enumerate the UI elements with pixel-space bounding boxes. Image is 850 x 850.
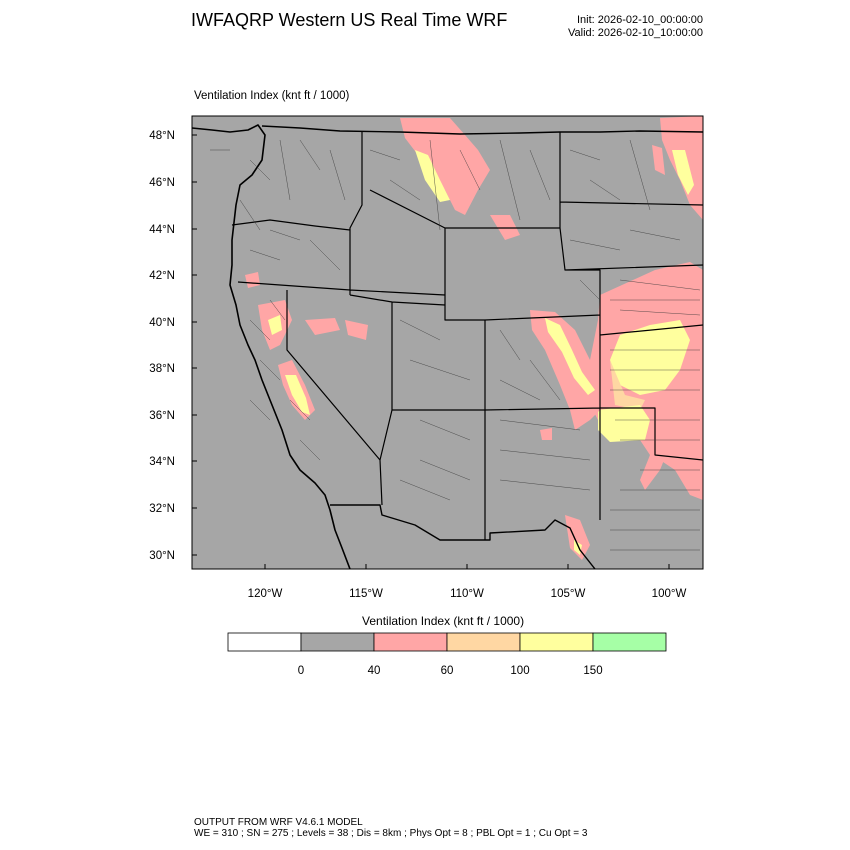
label-bar-tick: 40 xyxy=(368,665,381,677)
label-bar-box xyxy=(227,632,302,652)
axis-ticks xyxy=(192,134,670,569)
lat-label: 42°N xyxy=(149,270,175,282)
state-lines xyxy=(231,131,703,540)
lat-label: 44°N xyxy=(149,224,175,236)
lat-label: 46°N xyxy=(149,177,175,189)
footer-line-1: OUTPUT FROM WRF V4.6.1 MODEL xyxy=(194,817,363,828)
field-orange-kansas xyxy=(610,360,645,410)
map-title: IWFAQRP Western US Real Time WRF xyxy=(191,10,508,30)
field-pink-sw-texas xyxy=(565,515,590,560)
lat-label: 40°N xyxy=(149,317,175,329)
label-bar-box xyxy=(373,632,448,652)
field-yellow-kansas xyxy=(610,320,690,395)
label-bar-box xyxy=(519,632,594,652)
model-footer: OUTPUT FROM WRF V4.6.1 MODEL WE = 310 ; … xyxy=(194,817,587,839)
coastline xyxy=(192,124,351,569)
lon-labels: 120°W 115°W 110°W 105°W 100°W xyxy=(248,588,687,600)
ventilation-field xyxy=(245,116,703,560)
valid-time: Valid: 2026-02-10_10:00:00 xyxy=(568,27,703,39)
boundaries xyxy=(192,124,703,569)
border-us-canada xyxy=(261,125,703,135)
lat-label: 34°N xyxy=(149,456,175,468)
map-frame xyxy=(191,115,704,570)
lat-labels: 48°N 46°N 44°N 42°N 40°N 38°N 36°N 34°N … xyxy=(149,130,175,562)
field-yellow-montana xyxy=(415,150,450,202)
label-bar-box xyxy=(592,632,667,652)
lon-label: 115°W xyxy=(349,588,383,600)
field-pink-utah xyxy=(345,320,368,340)
lon-label: 120°W xyxy=(248,588,283,600)
field-pink-montana xyxy=(400,118,490,215)
label-bar xyxy=(227,632,667,652)
field-yellow-sw-texas xyxy=(574,540,582,555)
field-pink-colorado xyxy=(530,310,605,430)
county-grid xyxy=(210,139,701,551)
label-bar-tick: 150 xyxy=(583,665,602,677)
county-lines xyxy=(210,139,701,551)
field-yellow-sierra xyxy=(285,375,310,415)
run-times: Init: 2026-02-10_00:00:00 Valid: 2026-02… xyxy=(568,14,703,40)
lat-label: 36°N xyxy=(149,410,175,422)
label-bar-title: Ventilation Index (knt ft / 1000) xyxy=(362,614,525,628)
lon-label: 100°W xyxy=(652,588,687,600)
footer-line-2: WE = 310 ; SN = 275 ; Levels = 38 ; Dis … xyxy=(194,828,588,839)
field-yellow-norcal xyxy=(268,315,282,335)
lat-label: 38°N xyxy=(149,363,175,375)
init-time: Init: 2026-02-10_00:00:00 xyxy=(577,14,703,26)
field-yellow-dakotas xyxy=(672,150,694,195)
field-pink-dakotas-2 xyxy=(652,145,665,175)
field-pink-nevada xyxy=(305,318,340,335)
field-subtitle: Ventilation Index (knt ft / 1000) xyxy=(194,90,350,102)
lat-label: 48°N xyxy=(149,130,175,142)
lat-label: 30°N xyxy=(149,550,175,562)
label-bar-box xyxy=(446,632,521,652)
field-pink-oregon xyxy=(245,272,260,288)
label-bar-box xyxy=(300,632,375,652)
field-yellow-colorado xyxy=(545,318,595,395)
label-bar-tick: 100 xyxy=(510,665,529,677)
lon-label: 110°W xyxy=(450,588,484,600)
field-pink-nm xyxy=(540,428,552,440)
lat-label: 32°N xyxy=(149,503,175,515)
label-bar-tick: 60 xyxy=(441,665,454,677)
label-bar-ticks: 0 40 60 100 150 xyxy=(298,665,603,677)
border-us-mexico xyxy=(330,504,596,569)
lon-label: 105°W xyxy=(551,588,586,600)
label-bar-tick: 0 xyxy=(298,665,304,677)
field-yellow-oklahoma xyxy=(598,405,650,442)
field-pink-south-plains xyxy=(655,400,703,500)
